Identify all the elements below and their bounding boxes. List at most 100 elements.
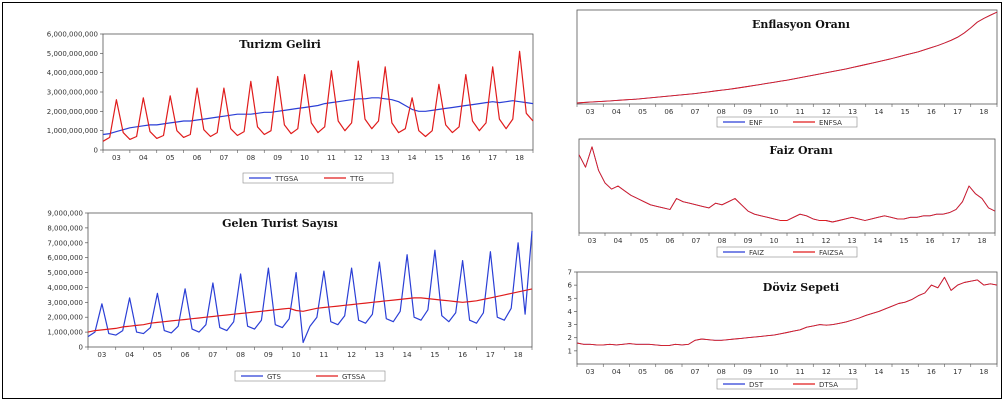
x-tick-label: 13 <box>848 108 857 116</box>
x-tick-label: 07 <box>219 154 228 162</box>
x-tick-label: 08 <box>236 351 245 359</box>
x-tick-label: 13 <box>848 237 857 245</box>
y-tick-label: 1,000,000 <box>47 329 83 337</box>
x-tick-label: 08 <box>717 368 726 376</box>
x-tick-label: 07 <box>691 368 700 376</box>
x-tick-label: 04 <box>139 154 148 162</box>
x-tick-label: 06 <box>181 351 190 359</box>
x-tick-label: 09 <box>743 108 752 116</box>
y-tick-label: 2 <box>568 334 572 342</box>
x-tick-label: 11 <box>327 154 336 162</box>
x-tick-label: 12 <box>822 237 831 245</box>
x-tick-label: 12 <box>822 368 831 376</box>
series-line-faizsa <box>578 146 996 223</box>
x-tick-label: 15 <box>430 351 439 359</box>
x-tick-label: 12 <box>347 351 356 359</box>
chart-enflasyon: Enflasyon Oranı 03 04 05 06 07 08 09 10 11 12 13 14… <box>557 8 1001 132</box>
y-tick-label: 4,000,000,000 <box>47 69 98 77</box>
x-tick-label: 11 <box>319 351 328 359</box>
x-tick-label: 07 <box>208 351 217 359</box>
x-tick-label: 04 <box>614 237 623 245</box>
x-tick-label: 04 <box>125 351 134 359</box>
y-tick-label: 6 <box>568 282 573 290</box>
chart-svg-enflasyon: Enflasyon Oranı 03 04 05 06 07 08 09 10 11 12 13 14… <box>576 9 998 128</box>
x-tick-label: 10 <box>292 351 301 359</box>
x-tick-label: 08 <box>246 154 255 162</box>
y-tick-label: 2,000,000 <box>47 314 83 322</box>
y-tick-label: 6,000,000 <box>47 254 83 262</box>
legend-label: GTS <box>267 373 281 381</box>
x-tick-label: 16 <box>927 368 936 376</box>
series-line-gts <box>87 230 533 344</box>
y-tick-label: 1 <box>568 347 572 355</box>
x-tick-label: 14 <box>874 108 883 116</box>
x-tick-label: 18 <box>979 108 988 116</box>
x-tick-label: 09 <box>744 237 753 245</box>
x-tick-label: 13 <box>381 154 390 162</box>
y-tick-label: 9,000,000 <box>47 210 83 218</box>
chart-title: Faiz Oranı <box>769 144 832 157</box>
x-tick-label: 03 <box>586 108 595 116</box>
x-tick-label: 10 <box>769 108 778 116</box>
x-tick-label: 07 <box>691 108 700 116</box>
series-line-ttgsa <box>102 97 534 136</box>
x-tick-label: 18 <box>978 237 987 245</box>
legend-label: TTGSA <box>274 175 298 183</box>
legend-label: FAIZSA <box>819 249 844 257</box>
chart-title: Gelen Turist Sayısı <box>222 217 338 230</box>
x-tick-label: 04 <box>612 368 621 376</box>
y-tick-label: 2,000,000,000 <box>47 108 98 116</box>
x-tick-label: 13 <box>848 368 857 376</box>
chart-doviz: Döviz Sepeti 1 2 3 4 5 6 7 03 04 05 06 07 08 09 10 11 12… <box>557 269 1001 392</box>
x-tick-label: 05 <box>640 237 649 245</box>
y-tick-label: 4,000,000 <box>47 284 83 292</box>
x-tick-label: 04 <box>612 108 621 116</box>
y-tick-label: 5,000,000 <box>47 269 83 277</box>
y-tick-label: 0 <box>94 147 98 155</box>
x-tick-label: 14 <box>874 368 883 376</box>
x-tick-label: 16 <box>926 237 935 245</box>
series-line-gtssa <box>87 288 533 333</box>
chart-svg-faiz: Faiz Oranı 03 04 05 06 07 08 09 10 11 12 13 14 15 16 1… <box>578 138 996 258</box>
y-tick-label: 7 <box>568 269 572 277</box>
chart-svg-turist: Gelen Turist Sayısı 0 1,000,000 2,000,000 3… <box>47 210 533 382</box>
x-tick-label: 09 <box>743 368 752 376</box>
legend-label: ENF <box>749 119 763 127</box>
x-tick-label: 05 <box>638 368 647 376</box>
chart-gelen-turist: Gelen Turist Sayısı 0 1,000,000 2,000,000 3… <box>8 210 538 387</box>
x-tick-label: 15 <box>901 108 910 116</box>
y-tick-label: 6,000,000,000 <box>47 31 98 39</box>
x-tick-label: 03 <box>112 154 121 162</box>
y-tick-label: 3,000,000 <box>47 299 83 307</box>
legend-label: DTSA <box>819 381 838 389</box>
x-tick-label: 13 <box>375 351 384 359</box>
x-tick-label: 07 <box>692 237 701 245</box>
x-tick-label: 10 <box>769 368 778 376</box>
x-tick-label: 10 <box>770 237 779 245</box>
y-tick-label: 3,000,000,000 <box>47 89 98 97</box>
x-tick-label: 17 <box>488 154 497 162</box>
legend-box <box>716 116 858 128</box>
x-tick-label: 16 <box>458 351 467 359</box>
x-tick-label: 05 <box>638 108 647 116</box>
x-tick-label: 03 <box>97 351 106 359</box>
x-tick-label: 17 <box>952 237 961 245</box>
legend-label: DST <box>749 381 764 389</box>
y-tick-label: 5,000,000,000 <box>47 50 98 58</box>
y-tick-label: 0 <box>79 344 83 352</box>
y-tick-label: 8,000,000 <box>47 224 83 232</box>
y-tick-label: 4 <box>568 308 573 316</box>
series-line-ttg <box>102 50 534 142</box>
x-tick-label: 06 <box>664 108 673 116</box>
x-tick-label: 06 <box>193 154 202 162</box>
legend-label: FAIZ <box>749 249 764 257</box>
chart-faiz: Faiz Oranı 03 04 05 06 07 08 09 10 11 12 13 14 15 16 1… <box>557 137 1001 263</box>
x-tick-label: 15 <box>900 237 909 245</box>
x-tick-label: 14 <box>874 237 883 245</box>
x-tick-label: 10 <box>300 154 309 162</box>
y-tick-label: 1,000,000,000 <box>47 127 98 135</box>
legend-box <box>716 246 858 258</box>
x-tick-label: 11 <box>796 237 805 245</box>
series-line-enfsa <box>576 11 998 104</box>
